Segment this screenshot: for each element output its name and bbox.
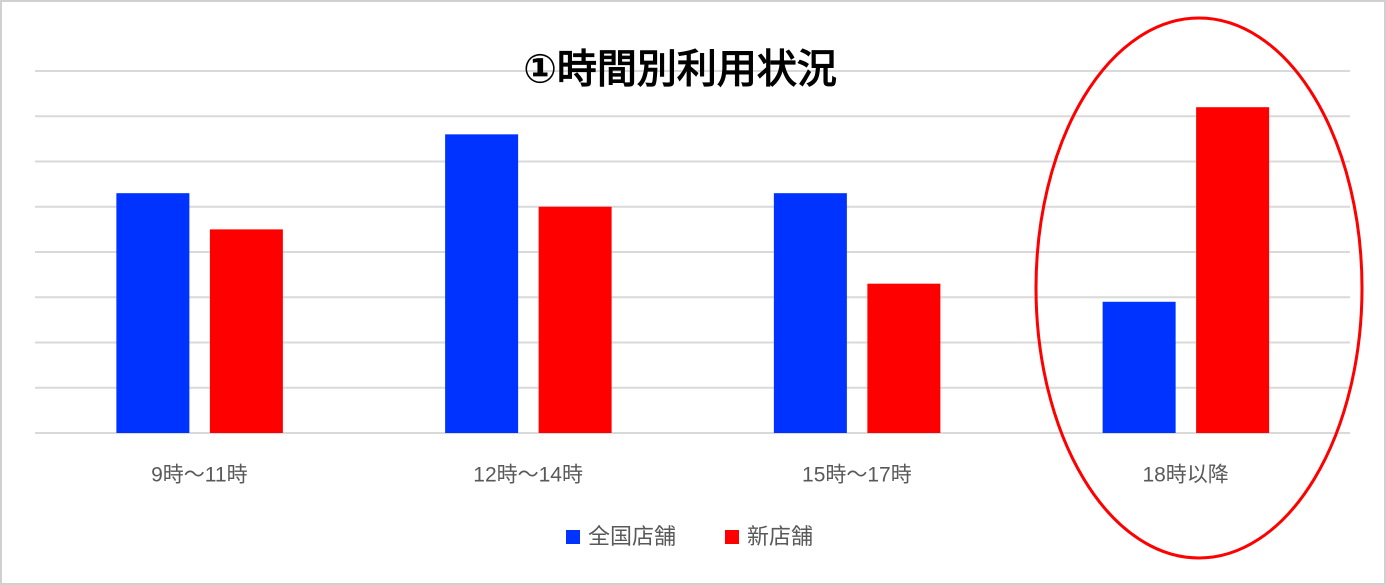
x-tick-label: 12時～14時 [473,464,583,487]
bar [867,283,941,433]
bar [1196,107,1270,433]
x-tick-label: 9時～11時 [151,464,247,487]
legend-swatch [725,530,739,544]
highlight-ellipse [1034,16,1364,560]
chart-title: ①時間別利用状況 [523,48,837,92]
bar [1102,301,1176,433]
bar [209,229,283,433]
bar [538,206,612,433]
x-tick-label: 18時以降 [1142,464,1228,487]
legend-label: 新店舗 [747,524,813,549]
bar [445,134,519,433]
legend-swatch [566,530,580,544]
bar [116,193,190,433]
legend-label: 全国店舗 [588,524,676,549]
bar [773,193,847,433]
x-tick-label: 15時～17時 [802,464,912,487]
